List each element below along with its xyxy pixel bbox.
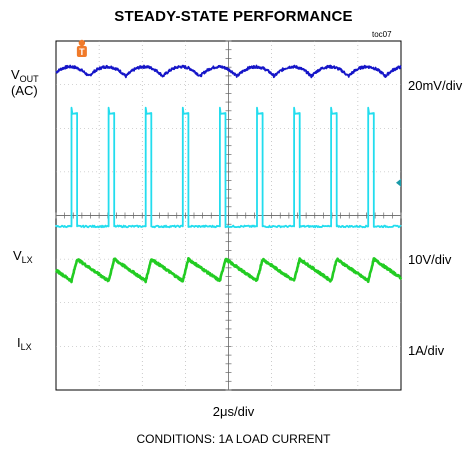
vout-ac-label: (AC) [11,83,38,98]
trigger-dot [78,39,86,47]
channel-marker [396,178,401,187]
vout-trace [55,64,402,79]
ilx-label-main: I [17,335,21,350]
vout-scale-label: 20mV/div [408,78,463,93]
vlx-trace [55,106,402,229]
vlx-label-sub: LX [21,255,33,265]
figure-id: toc07 [372,30,392,39]
conditions-footer: CONDITIONS: 1A LOAD CURRENT [136,432,331,446]
ilx-trace [54,257,403,284]
vout-label: VOUT [11,67,39,84]
vout-label-main: V [11,67,20,82]
vlx-label-main: V [13,248,22,263]
ilx-scale-label: 1A/div [408,343,445,358]
vlx-scale-label: 10V/div [408,252,452,267]
trigger-label: T [79,47,85,57]
trigger-marker [76,46,87,57]
ilx-label-sub: LX [20,342,32,352]
vout-label-sub: OUT [19,74,39,84]
ilx-label: ILX [17,335,32,352]
x-axis-label: 2μs/div [212,404,255,419]
vlx-label: VLX [13,248,33,265]
markers: T [76,39,401,187]
traces [54,64,403,284]
chart-title: STEADY-STATE PERFORMANCE [114,8,353,25]
